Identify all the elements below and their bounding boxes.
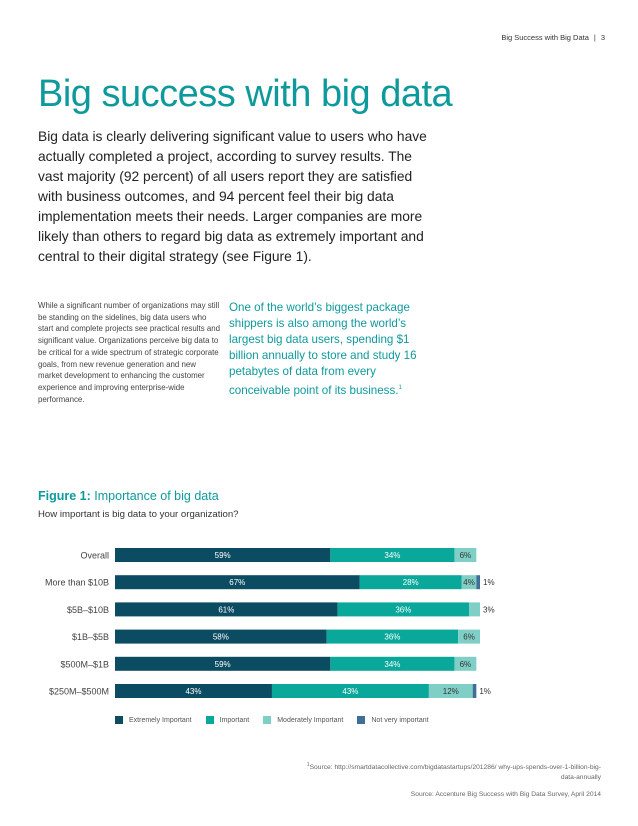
source-note: Source: Accenture Big Success with Big D…: [410, 791, 601, 798]
bar-segment: [454, 548, 477, 562]
footnote: 1Source: http://smartdatacollective.com/…: [301, 760, 601, 783]
legend-swatch: [205, 716, 214, 724]
data-label: 4%: [463, 578, 475, 587]
bar-segment: [326, 629, 459, 644]
bar-segment: [337, 602, 470, 617]
data-label: 43%: [342, 687, 358, 696]
data-label: 59%: [215, 660, 231, 669]
legend-item: Extremely Important: [115, 716, 192, 724]
bar-segment: [271, 684, 429, 698]
legend-label: Moderately Important: [277, 716, 344, 724]
category-label: More than $10B: [45, 578, 109, 588]
footnote-text: Source: http://smartdatacollective.com/b…: [309, 764, 601, 782]
pull-quote-text: One of the world’s biggest package shipp…: [229, 301, 417, 397]
running-header: Big Success with Big Data | 3: [501, 33, 605, 42]
bar-segment: [454, 656, 477, 671]
data-label: 67%: [229, 578, 245, 587]
legend-label: Important: [219, 716, 250, 724]
data-label: 36%: [384, 633, 400, 642]
figure-title: Figure 1: Importance of big data: [38, 489, 219, 503]
data-label: 36%: [395, 605, 411, 614]
bar-segment: [330, 656, 455, 671]
legend-item: Important: [205, 716, 250, 724]
data-label: 34%: [384, 551, 400, 560]
bar-segment: [428, 684, 473, 698]
data-label: 1%: [483, 578, 495, 587]
data-label: 58%: [213, 633, 229, 642]
data-label: 1%: [479, 687, 491, 696]
bar-segment: [359, 575, 462, 590]
bar-segment: [115, 602, 338, 617]
data-label: 59%: [215, 551, 231, 560]
bar-segment: [115, 684, 272, 698]
footnote-ref: 1: [398, 385, 402, 391]
bar-segment: [115, 548, 331, 562]
lead-paragraph: Big data is clearly delivering significa…: [38, 129, 427, 264]
data-label: 6%: [463, 633, 475, 642]
data-label: 43%: [185, 687, 201, 696]
pull-quote: One of the world’s biggest package shipp…: [229, 300, 429, 399]
bar-segment: [115, 656, 331, 671]
header-title: Big Success with Big Data: [501, 33, 589, 42]
legend-swatch: [263, 716, 272, 724]
data-label: 61%: [218, 605, 234, 614]
legend-swatch: [115, 716, 123, 724]
bar-segment: [330, 548, 455, 562]
data-label: 28%: [403, 578, 419, 587]
category-label: $250M–$500M: [49, 687, 109, 697]
bar-segment: [115, 575, 360, 590]
data-label: 3%: [483, 605, 495, 614]
bar-segment: [469, 602, 480, 617]
data-label: 6%: [460, 551, 472, 560]
header-separator: |: [593, 33, 596, 42]
legend-label: Extremely Important: [129, 716, 192, 724]
data-label: 6%: [460, 660, 472, 669]
figure-label: Figure 1:: [38, 489, 91, 503]
category-label: $500M–$1B: [60, 659, 109, 669]
page-number: 3: [600, 33, 605, 42]
page-title: Big success with big data: [38, 73, 453, 115]
bar-segment: [461, 575, 477, 590]
legend-swatch: [357, 716, 366, 724]
category-label: Overall: [80, 551, 109, 561]
figure-subtitle: How important is big data to your organi…: [38, 509, 239, 520]
chart-legend: Extremely Important Important Moderately…: [115, 716, 443, 724]
stacked-bar-chart: Overall 59% 34% 6% More than $10B 67% 28% 4% 1% $…: [45, 548, 495, 698]
category-label: $5B–$10B: [67, 605, 109, 615]
data-label: 12%: [443, 687, 459, 696]
legend-item: Moderately Important: [263, 716, 343, 724]
category-label: $1B–$5B: [72, 632, 109, 642]
bar-segment: [458, 629, 480, 644]
figure-caption: Importance of big data: [94, 489, 219, 503]
body-paragraph: While a significant number of organizati…: [38, 301, 221, 404]
bar-segment: [472, 684, 477, 698]
legend-label: Not very important: [371, 716, 429, 724]
bar-segment: [476, 575, 480, 590]
data-label: 34%: [384, 660, 400, 669]
legend-item: Not very important: [357, 716, 429, 724]
footnote-mark: 1: [306, 762, 310, 768]
bar-segment: [115, 629, 327, 644]
